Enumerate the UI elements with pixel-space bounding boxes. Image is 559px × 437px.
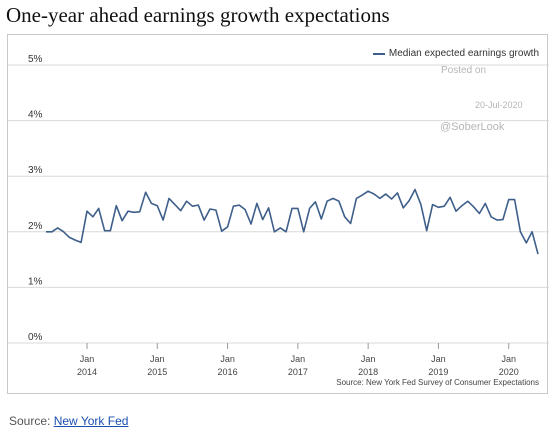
watermark-handle: @SoberLook — [440, 121, 505, 133]
y-tick-label: 4% — [28, 110, 43, 121]
x-tick-year-label: 2014 — [77, 367, 97, 377]
watermark-date: 20-Jul-2020 — [475, 100, 523, 110]
series-line-median-expected-earnings-growth — [46, 188, 539, 255]
x-tick-year-label: 2016 — [218, 367, 238, 377]
page-title: One-year ahead earnings growth expectati… — [6, 3, 390, 27]
x-tick-month-label: Jan — [501, 354, 516, 364]
chart-frame: 0% 1% 2% 3% 4% 5% Jan 2014 Jan 2015 Jan 2016 Jan 201… — [7, 34, 549, 394]
x-tick-year-label: 2019 — [428, 367, 448, 377]
watermark-posted: Posted on — [441, 65, 487, 76]
y-tick-label: 3% — [28, 165, 43, 176]
x-tick-month-label: Jan — [361, 354, 376, 364]
legend-line-swatch — [372, 52, 385, 55]
legend-label: Median expected earnings growth — [388, 48, 539, 59]
x-tick-year-label: 2017 — [288, 367, 308, 377]
chart-source-note: Source: New York Fed Survey of Consumer … — [336, 378, 539, 387]
x-tick-month-label: Jan — [220, 354, 235, 364]
x-tick-year-label: 2020 — [499, 367, 519, 377]
chart-legend: Median expected earnings growth — [372, 48, 539, 59]
y-tick-label: 2% — [28, 221, 43, 232]
y-tick-label: 0% — [28, 332, 43, 343]
x-tick-month-label: Jan — [431, 354, 446, 364]
x-tick-year-label: 2015 — [147, 367, 167, 377]
y-tick-label: 1% — [28, 276, 43, 287]
page-source: Source: New York Fed — [9, 414, 128, 428]
y-tick-label: 5% — [28, 54, 43, 65]
x-tick-month-label: Jan — [80, 354, 95, 364]
x-tick-month-label: Jan — [150, 354, 165, 364]
new-york-fed-link[interactable]: New York Fed — [53, 414, 129, 428]
line-chart: 0% 1% 2% 3% 4% 5% Jan 2014 Jan 2015 Jan 2016 Jan 201… — [8, 54, 549, 377]
page-source-prefix: Source: — [9, 414, 51, 428]
x-tick-month-label: Jan — [291, 354, 306, 364]
x-tick-year-label: 2018 — [358, 367, 378, 377]
